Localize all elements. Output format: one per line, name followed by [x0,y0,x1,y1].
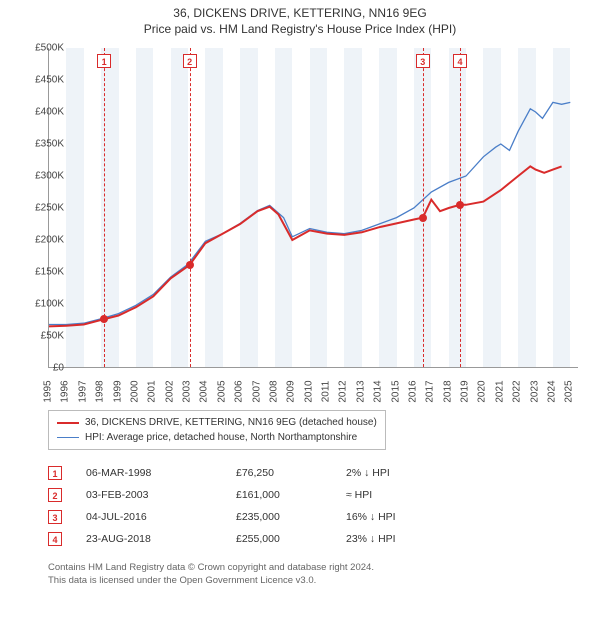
legend-item-property: 36, DICKENS DRIVE, KETTERING, NN16 9EG (… [57,415,377,430]
sale-marker-badge: 3 [416,54,430,68]
xtick-label: 2014 [373,380,384,402]
sales-row-date: 06-MAR-1998 [86,467,236,479]
footnote-line-2: This data is licensed under the Open Gov… [48,575,374,588]
xtick-label: 1999 [112,380,123,402]
series-property [49,166,562,326]
ytick-label: £150K [20,267,64,278]
sales-table: 106-MAR-1998£76,2502% ↓ HPI203-FEB-2003£… [48,462,548,550]
legend-label-property: 36, DICKENS DRIVE, KETTERING, NN16 9EG (… [85,415,377,430]
ytick-label: £500K [20,43,64,54]
xtick-label: 2025 [564,380,575,402]
xtick-label: 2016 [407,380,418,402]
sales-row: 1 06-MAR-1998£76,2502% ↓ HPI [48,462,548,484]
xtick-label: 1996 [60,380,71,402]
xtick-label: 2024 [546,380,557,402]
xtick-label: 2015 [390,380,401,402]
xtick-label: 2005 [216,380,227,402]
sales-row: 3 04-JUL-2016£235,00016% ↓ HPI [48,506,548,528]
xtick-label: 2011 [321,381,332,403]
xtick-label: 2008 [268,380,279,402]
ytick-label: £50K [20,331,64,342]
xtick-label: 2003 [182,380,193,402]
xtick-label: 2002 [164,380,175,402]
sales-row-delta: 23% ↓ HPI [346,533,396,545]
footnote-line-1: Contains HM Land Registry data © Crown c… [48,562,374,575]
series-hpi [49,102,570,324]
xtick-label: 2012 [338,380,349,402]
chart-plot-area: 1 2 3 4 [48,48,578,368]
xtick-label: 2007 [251,380,262,402]
sale-marker-badge: 1 [97,54,111,68]
sales-row-badge: 4 [48,532,62,546]
sales-row: 4 23-AUG-2018£255,00023% ↓ HPI [48,528,548,550]
ytick-label: £0 [20,363,64,374]
xtick-label: 1998 [95,380,106,402]
xtick-label: 2019 [460,380,471,402]
sale-marker-dot [100,315,108,323]
xtick-label: 2013 [355,380,366,402]
sales-row-delta: 2% ↓ HPI [346,467,390,479]
sales-row-price: £255,000 [236,533,346,545]
ytick-label: £300K [20,171,64,182]
xtick-label: 2022 [512,380,523,402]
xtick-label: 2006 [234,380,245,402]
ytick-label: £250K [20,203,64,214]
legend-swatch-property [57,422,79,424]
xtick-label: 2021 [494,380,505,402]
ytick-label: £200K [20,235,64,246]
sale-marker-line [423,48,424,367]
sales-row-price: £235,000 [236,511,346,523]
title-line-1: 36, DICKENS DRIVE, KETTERING, NN16 9EG [0,6,600,22]
legend-swatch-hpi [57,437,79,438]
xtick-label: 2000 [129,380,140,402]
sale-marker-badge: 4 [453,54,467,68]
xtick-label: 2010 [303,380,314,402]
xtick-label: 2001 [147,380,158,402]
ytick-label: £100K [20,299,64,310]
sale-marker-dot [186,261,194,269]
ytick-label: £400K [20,107,64,118]
sales-row-date: 23-AUG-2018 [86,533,236,545]
ytick-label: £350K [20,139,64,150]
sale-marker-line [190,48,191,367]
xtick-label: 2004 [199,380,210,402]
sales-row-price: £161,000 [236,489,346,501]
chart-svg [49,48,578,367]
xtick-label: 2009 [286,380,297,402]
sale-marker-dot [419,214,427,222]
legend-item-hpi: HPI: Average price, detached house, Nort… [57,430,377,445]
xtick-label: 2020 [477,380,488,402]
sales-row-badge: 3 [48,510,62,524]
sales-row-badge: 2 [48,488,62,502]
sales-row-delta: ≈ HPI [346,489,372,501]
legend-box: 36, DICKENS DRIVE, KETTERING, NN16 9EG (… [48,410,386,450]
sales-row-badge: 1 [48,466,62,480]
sales-row-date: 03-FEB-2003 [86,489,236,501]
footnote: Contains HM Land Registry data © Crown c… [48,562,374,588]
sales-row-price: £76,250 [236,467,346,479]
sales-row: 2 03-FEB-2003£161,000≈ HPI [48,484,548,506]
sale-marker-dot [456,201,464,209]
title-line-2: Price paid vs. HM Land Registry's House … [0,22,600,38]
xtick-label: 2017 [425,380,436,402]
xtick-label: 1997 [77,380,88,402]
xtick-label: 2018 [442,380,453,402]
figure-root: 36, DICKENS DRIVE, KETTERING, NN16 9EG P… [0,0,600,620]
chart-title: 36, DICKENS DRIVE, KETTERING, NN16 9EG P… [0,0,600,37]
ytick-label: £450K [20,75,64,86]
xtick-label: 1995 [43,380,54,402]
sale-marker-badge: 2 [183,54,197,68]
sales-row-date: 04-JUL-2016 [86,511,236,523]
legend-label-hpi: HPI: Average price, detached house, Nort… [85,430,357,445]
sales-row-delta: 16% ↓ HPI [346,511,396,523]
xtick-label: 2023 [529,380,540,402]
